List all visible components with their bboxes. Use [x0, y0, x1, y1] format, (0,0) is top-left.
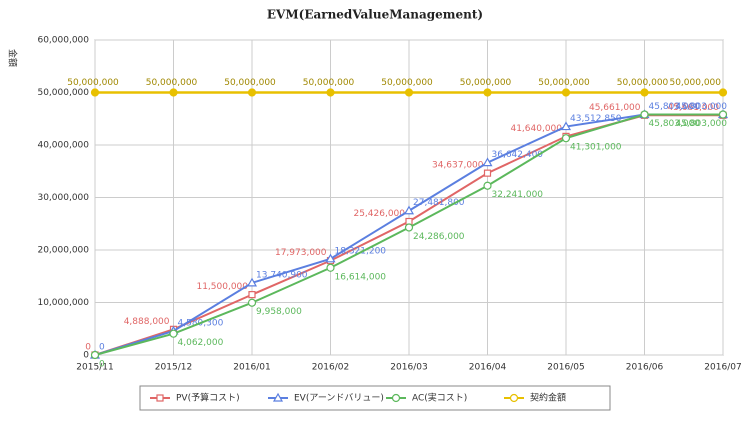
data-label: 4,062,000	[178, 338, 224, 348]
marker	[326, 88, 335, 97]
data-label: 45,803,000	[649, 102, 701, 112]
marker	[169, 329, 178, 338]
data-label: 41,301,000	[570, 143, 622, 153]
data-label: 0	[99, 360, 105, 370]
data-label: 50,000,000	[460, 78, 512, 88]
y-tick-label: 0	[83, 351, 89, 361]
marker	[248, 291, 256, 299]
marker	[326, 263, 335, 272]
marker	[325, 253, 336, 263]
y-tick-label: 50,000,000	[37, 88, 89, 98]
marker	[246, 277, 258, 287]
data-label: 36,642,400	[492, 150, 544, 160]
chart-title: EVM(EarnedValueManagement)	[267, 8, 483, 22]
x-tick-label: 2016/07	[704, 363, 741, 373]
data-label: 50,000,000	[538, 78, 590, 88]
data-label: 34,637,000	[432, 161, 484, 171]
data-label: 11,500,000	[196, 282, 248, 292]
legend-label: PV(予算コスト)	[176, 392, 240, 404]
x-tick-label: 2015/12	[155, 363, 192, 373]
data-label: 45,803,000	[675, 102, 727, 112]
data-label: 45,803,000	[649, 119, 701, 129]
data-label: 0	[99, 343, 105, 353]
y-tick-label: 20,000,000	[37, 246, 89, 256]
marker	[561, 134, 571, 143]
x-tick-label: 2016/04	[469, 363, 507, 373]
marker	[169, 88, 178, 97]
data-label: 24,286,000	[413, 232, 465, 242]
x-tick-label: 2015/11	[76, 363, 113, 373]
data-label: 0	[85, 343, 91, 353]
data-label: 45,803,000	[675, 119, 727, 129]
marker	[483, 88, 492, 97]
marker	[483, 169, 492, 177]
marker	[391, 393, 401, 403]
data-label: 50,000,000	[617, 78, 669, 88]
data-label: 27,481,800	[413, 198, 465, 208]
data-label: 32,241,000	[492, 190, 544, 200]
marker	[90, 350, 100, 360]
marker	[272, 392, 284, 402]
data-label: 50,000,000	[146, 78, 198, 88]
y-axis-label: 金額	[7, 49, 19, 67]
data-label: 43,512,850	[570, 114, 622, 124]
legend-box	[139, 385, 611, 411]
marker	[718, 88, 728, 97]
data-label: 25,426,000	[353, 209, 405, 219]
data-label: 9,958,000	[256, 307, 302, 317]
marker	[404, 88, 414, 97]
data-label: 50,000,000	[381, 78, 433, 88]
y-tick-label: 10,000,000	[37, 298, 89, 308]
marker	[482, 157, 493, 167]
marker	[404, 223, 414, 232]
data-label: 45,661,000	[589, 103, 641, 113]
marker	[90, 88, 100, 97]
data-label: 45,661,000	[667, 103, 719, 113]
x-tick-label: 2016/05	[547, 363, 584, 373]
data-label: 50,000,000	[224, 78, 276, 88]
legend-label: AC(実コスト)	[412, 392, 467, 404]
marker	[561, 88, 571, 97]
x-tick-label: 2016/02	[312, 363, 349, 373]
marker	[640, 88, 649, 97]
marker	[560, 121, 572, 131]
legend-label: EV(アーンドバリュー)	[294, 393, 384, 404]
y-tick-label: 40,000,000	[37, 141, 89, 151]
x-tick-label: 2016/01	[233, 363, 270, 373]
legend-label: 契約金額	[530, 392, 566, 404]
marker	[403, 205, 415, 215]
data-label: 4,888,000	[124, 317, 170, 327]
marker	[509, 393, 519, 403]
marker	[156, 394, 164, 402]
x-tick-label: 2016/03	[390, 363, 427, 373]
data-label: 50,000,000	[67, 78, 119, 88]
marker	[247, 88, 257, 97]
y-tick-label: 60,000,000	[37, 36, 89, 46]
marker	[718, 110, 728, 119]
marker	[247, 298, 257, 307]
data-label: 50,000,000	[669, 78, 721, 88]
marker	[640, 110, 649, 119]
data-label: 17,973,000	[275, 248, 327, 258]
data-label: 41,640,000	[510, 124, 562, 134]
data-label: 16,614,000	[335, 272, 387, 282]
marker	[483, 181, 492, 190]
data-label: 50,000,000	[303, 78, 355, 88]
x-tick-label: 2016/06	[626, 363, 664, 373]
data-label: 13,740,900	[256, 270, 308, 280]
y-tick-label: 30,000,000	[37, 193, 89, 203]
